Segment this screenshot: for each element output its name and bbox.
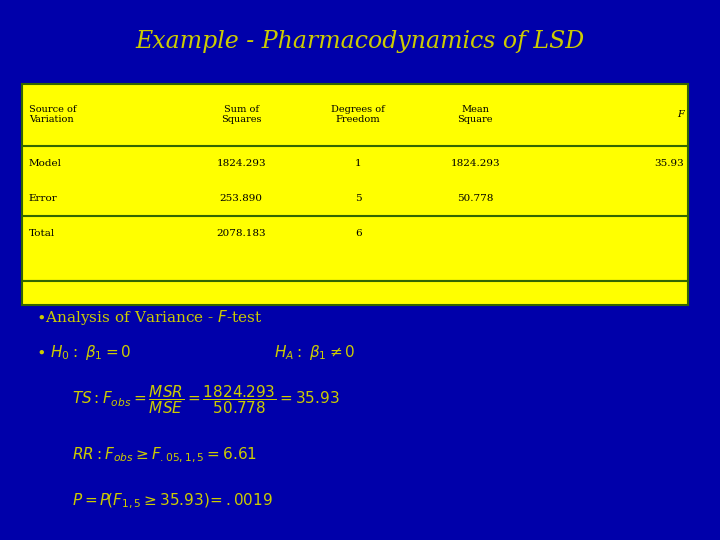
Text: Source of
Variation: Source of Variation: [29, 105, 76, 124]
Text: 35.93: 35.93: [654, 159, 684, 168]
Text: $\mathit{RR}:\mathit{F}_{obs}\geq \mathit{F}_{.05,1,5}=6.61$: $\mathit{RR}:\mathit{F}_{obs}\geq \mathi…: [72, 446, 257, 465]
Text: Sum of
Squares: Sum of Squares: [221, 105, 261, 124]
Text: 5: 5: [355, 194, 361, 203]
Text: Error: Error: [29, 194, 58, 203]
Text: Example - Pharmacodynamics of LSD: Example - Pharmacodynamics of LSD: [135, 30, 585, 53]
Text: 1824.293: 1824.293: [451, 159, 500, 168]
Bar: [22, 84, 688, 281]
Text: $\bullet$Analysis of Variance - $\mathit{F}$-test: $\bullet$Analysis of Variance - $\mathit…: [36, 308, 263, 327]
Text: Model: Model: [29, 159, 62, 168]
Text: Total: Total: [29, 229, 55, 238]
Text: 6: 6: [355, 229, 361, 238]
Bar: [22, 281, 688, 305]
Text: 1: 1: [355, 159, 361, 168]
Text: F: F: [678, 110, 684, 119]
Text: 253.890: 253.890: [220, 194, 263, 203]
Text: Mean
Square: Mean Square: [457, 105, 493, 124]
Text: $\bullet\ \mathit{H}_0\mathrm{:}\ \beta_1 = 0$: $\bullet\ \mathit{H}_0\mathrm{:}\ \beta_…: [36, 343, 132, 362]
Text: Degrees of
Freedom: Degrees of Freedom: [331, 105, 385, 124]
Text: 2078.183: 2078.183: [217, 229, 266, 238]
Text: $\mathit{P}=\mathit{P}\!\left(\mathit{F}_{1,5}\geq 35.93\right)\!=.0019$: $\mathit{P}=\mathit{P}\!\left(\mathit{F}…: [72, 491, 273, 511]
Text: $\mathit{H}_A\mathrm{:}\ \beta_1 \neq 0$: $\mathit{H}_A\mathrm{:}\ \beta_1 \neq 0$: [274, 343, 355, 362]
Text: $\mathit{TS}:\mathit{F}_{obs}=\dfrac{\mathit{MSR}}{\mathit{MSE}}=\dfrac{1824.293: $\mathit{TS}:\mathit{F}_{obs}=\dfrac{\ma…: [72, 383, 340, 416]
Text: 50.778: 50.778: [457, 194, 493, 203]
Text: 1824.293: 1824.293: [217, 159, 266, 168]
